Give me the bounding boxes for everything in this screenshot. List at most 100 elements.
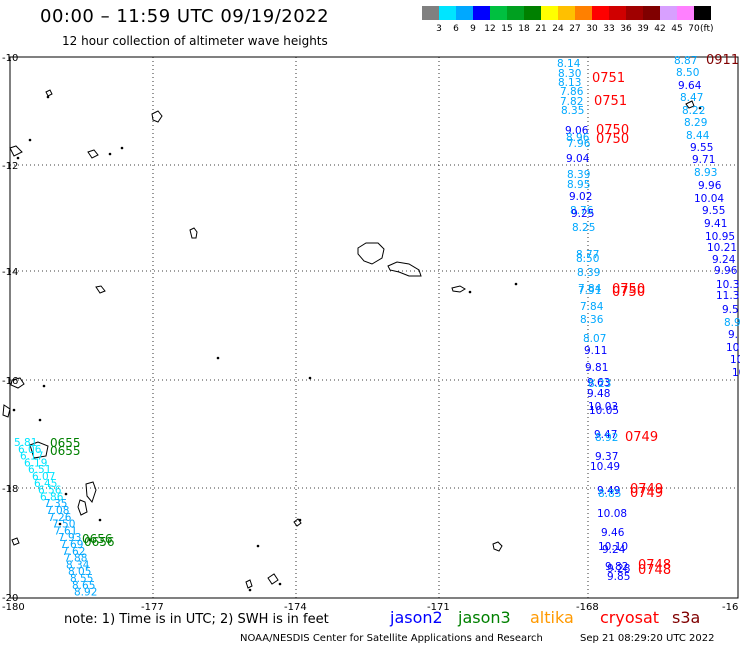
- wave-height-value: 8.13: [558, 77, 581, 89]
- track-time-label: 0911: [706, 53, 739, 68]
- wave-height-value: 6.06: [18, 444, 42, 456]
- wave-height-value: 6.56: [38, 485, 62, 497]
- legend-label: 36: [620, 24, 632, 34]
- wave-height-value: 8.9: [724, 317, 740, 329]
- latitude-label: -14: [2, 267, 18, 278]
- legend-swatch: [609, 6, 626, 20]
- wave-height-value: 9.47: [594, 429, 617, 441]
- wave-height-value: 9.5: [722, 304, 739, 316]
- legend-label: 70: [688, 24, 700, 34]
- wave-height-value: 9.37: [595, 451, 618, 463]
- legend-label: 18: [518, 24, 530, 34]
- island-dot: [514, 282, 518, 286]
- latitude-label: -20: [2, 593, 18, 604]
- wave-height-value: 9.96: [698, 180, 722, 192]
- island-b: [189, 227, 198, 239]
- wave-height-value: 8.34: [66, 559, 90, 571]
- satellite-name: cryosat: [600, 608, 660, 627]
- island-dot: [98, 518, 102, 522]
- satellite-name: jason3: [458, 608, 511, 627]
- wave-height-value: 8.39: [567, 169, 590, 181]
- legend-label: 12: [484, 24, 496, 34]
- island-dot: [46, 95, 50, 99]
- wave-height-value: 7.08: [46, 505, 69, 517]
- legend-swatch: [490, 6, 507, 20]
- legend-swatch: [456, 6, 473, 20]
- island-dot: [308, 376, 312, 380]
- wave-height-value: 10.95: [705, 231, 735, 243]
- island-dot: [64, 492, 68, 496]
- island-a: [151, 110, 163, 123]
- wave-height-value: 8.22: [682, 105, 705, 117]
- legend-swatch: [439, 6, 456, 20]
- longitude-label: -174: [284, 602, 307, 613]
- island-m: [267, 573, 279, 585]
- track-time-label: 0750: [612, 282, 645, 297]
- wave-height-value: 6.86: [40, 491, 64, 503]
- island-dot: [248, 588, 252, 592]
- wave-height-value: 9.48: [587, 388, 610, 400]
- wave-height-value: 10.21: [707, 242, 737, 254]
- island-dot: [256, 544, 260, 548]
- footer-note: note: 1) Time is in UTC; 2) SWH is in fe…: [64, 612, 329, 627]
- legend-label: 33: [603, 24, 615, 34]
- wave-height-value: 8.23: [588, 378, 611, 390]
- island-dot: [16, 156, 20, 160]
- island-o: [9, 145, 23, 157]
- wave-height-value: 10: [732, 367, 740, 379]
- wave-height-value: 9.24: [602, 544, 626, 556]
- legend-label: 3: [436, 24, 442, 34]
- island-q: [293, 518, 302, 527]
- wave-height-value: 9.55: [702, 205, 725, 217]
- island-samoa-tutuila: [387, 261, 422, 277]
- legend-swatch: [626, 6, 643, 20]
- wave-height-value: 9.82: [605, 561, 628, 573]
- wave-height-value: 11.39: [716, 290, 740, 302]
- credit-line: NOAA/NESDIS Center for Satellite Applica…: [240, 633, 543, 644]
- wave-height-value: 7.84: [580, 301, 604, 313]
- island-e: [85, 481, 97, 504]
- wave-height-value: 9.63: [587, 377, 610, 389]
- legend-swatch: [558, 6, 575, 20]
- legend-swatch: [507, 6, 524, 20]
- wave-height-value: 8.87: [674, 55, 697, 67]
- island-j: [29, 441, 49, 459]
- wave-height-value: 7.61: [54, 525, 77, 537]
- wave-height-value: 9.04: [566, 153, 590, 165]
- wave-height-value: 7.26: [48, 512, 72, 524]
- wave-height-value: 9.11: [584, 345, 607, 357]
- latitude-label: -18: [2, 484, 18, 495]
- island-dot: [12, 408, 16, 412]
- latitude-label: -10: [2, 53, 18, 64]
- wave-height-value: 8.47: [680, 92, 703, 104]
- wave-height-value: 10.: [726, 342, 740, 354]
- satellite-name: altika: [530, 608, 574, 627]
- track-time-label: 0749: [630, 482, 663, 497]
- satellite-name: jason2: [390, 608, 443, 627]
- legend-label: 15: [501, 24, 513, 34]
- legend-swatch: [694, 6, 711, 20]
- wave-height-value: 9.85: [607, 571, 630, 583]
- wave-height-value: 8.77: [576, 249, 599, 261]
- island-dot: [88, 538, 92, 542]
- legend-label: 27: [569, 24, 581, 34]
- track-time-label: 0750: [612, 285, 645, 300]
- latitude-label: -16: [2, 376, 18, 387]
- wave-height-value: 6.17: [20, 451, 43, 463]
- island-h: [10, 377, 25, 389]
- wave-height-value: 8.14: [557, 58, 581, 70]
- wave-height-value: 10.10: [598, 541, 628, 553]
- legend-swatch: [524, 6, 541, 20]
- island-d: [95, 285, 106, 294]
- island-dot: [120, 146, 124, 150]
- track-time-label: 0748: [638, 558, 671, 573]
- wave-height-value: 9.49: [597, 485, 620, 497]
- wave-height-value: 8.95: [567, 179, 590, 191]
- track-time-label: 0751: [594, 94, 627, 109]
- wave-height-value: 7.82: [560, 96, 583, 108]
- island-k: [87, 149, 99, 159]
- track-time-label: 0749: [630, 486, 663, 501]
- wave-height-value: 9.64: [678, 80, 702, 92]
- wave-height-value: 8.39: [577, 267, 600, 279]
